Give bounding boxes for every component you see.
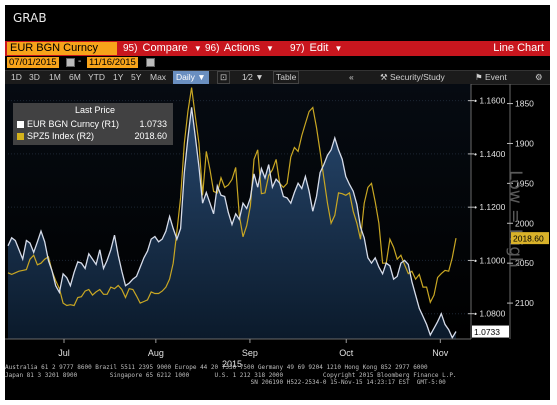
legend-value-spz5: 2018.60	[134, 131, 167, 141]
x-axis: Jul Aug Sep Oct Nov 2015	[5, 338, 471, 369]
x-tick-label-1: Aug	[148, 348, 164, 358]
view-type-label[interactable]: Line Chart	[493, 42, 544, 54]
window-title: GRAB	[13, 11, 47, 25]
last-price-box-spz5	[511, 232, 549, 245]
bloomberg-terminal-window: GRAB EUR BGN Curncy 95) Compare ▼ 96) Ac…	[5, 5, 550, 400]
range-ytd[interactable]: YTD	[88, 72, 105, 82]
r2-tick-label-5: 2100	[515, 298, 534, 308]
chevron-down-icon: ▼	[266, 44, 274, 53]
start-date-field[interactable]: 07/01/2015	[7, 57, 59, 68]
command-bar	[5, 41, 550, 56]
x-year-label: 2015	[222, 359, 242, 369]
end-date-field[interactable]: 11/16/2015	[87, 57, 138, 68]
r2-tick-label-4: 2050	[515, 258, 534, 268]
range-6m[interactable]: 6M	[69, 72, 81, 82]
chevron-down-icon: ▼	[193, 44, 202, 53]
r2-tick-label-3: 2000	[515, 218, 534, 228]
legend-swatch-eur	[17, 121, 24, 129]
actions-menu[interactable]: 96) Actions ▼	[205, 41, 274, 56]
r2-tick-label-0: 1850	[515, 99, 534, 109]
last-price-labels: 1.0733 2018.60	[472, 232, 549, 338]
eur-bgn-line	[7, 107, 457, 340]
legend-label-eur: EUR BGN Curncy (R1)	[27, 119, 120, 129]
actions-number: 96)	[205, 43, 220, 54]
range-3d[interactable]: 3D	[29, 72, 40, 82]
actions-label: Actions	[223, 42, 260, 54]
ticker-input[interactable]: EUR BGN Curncy	[7, 42, 117, 55]
legend-row-eur: EUR BGN Curncy (R1) 1.0733	[17, 119, 167, 129]
security-study-button[interactable]: ⚒ Security/Study	[380, 71, 445, 84]
chevron-down-icon: ▼	[334, 44, 343, 53]
x-tick-label-3: Oct	[339, 348, 354, 358]
spz5-line	[7, 87, 457, 307]
calendar-icon[interactable]	[66, 58, 75, 67]
date-separator: -	[78, 56, 82, 67]
range-1m[interactable]: 1M	[49, 72, 61, 82]
legend-row-spz5: SPZ5 Index (R2) 2018.60	[17, 131, 167, 141]
event-button[interactable]: ⚑ Event	[475, 71, 507, 84]
ruler-icon: ⚒	[380, 72, 388, 82]
compare-label: Compare	[142, 42, 188, 54]
range-1y[interactable]: 1Y	[113, 72, 124, 82]
period-select[interactable]: Daily ▼	[173, 71, 209, 84]
x-tick-label-4: Nov	[432, 348, 449, 358]
x-tick-label-2: Sep	[242, 348, 258, 358]
last-price-box-eur	[472, 325, 509, 338]
edit-label: Edit	[309, 42, 329, 54]
last-price-text-spz5: 2018.60	[513, 234, 544, 244]
chart-toolbar: 1D 3D 1M 6M YTD 1Y 5Y Max Daily ▼ ⊡ 1⁄2 …	[5, 70, 550, 85]
r1-tick-label-1: • 1.1400	[474, 149, 506, 159]
range-5y[interactable]: 5Y	[131, 72, 142, 82]
price-chart[interactable]: • 1.1600 • 1.1400 • 1.1200 • 1.1000 • 1.0800…	[5, 84, 550, 369]
compare-number: 95)	[123, 43, 138, 54]
x-tick-label-0: Jul	[58, 348, 70, 358]
calendar-icon[interactable]	[146, 58, 155, 67]
footer-line-2: Japan 81 3 3201 8900 Singapore 65 6212 1…	[5, 371, 457, 379]
edit-number: 97)	[290, 43, 305, 54]
range-1d[interactable]: 1D	[11, 72, 22, 82]
settings-gear-icon[interactable]: ⚙	[535, 72, 543, 82]
edit-menu[interactable]: 97) Edit ▼	[290, 41, 342, 56]
r1-tick-label-0: • 1.1600	[474, 96, 506, 106]
legend-panel: Last Price EUR BGN Curncy (R1) 1.0733 SP…	[13, 103, 173, 145]
table-button[interactable]: Table	[273, 71, 300, 84]
legend-label-spz5: SPZ5 Index (R2)	[27, 131, 95, 141]
r1-tick-label-2: • 1.1200	[474, 202, 506, 212]
period-label: Daily	[176, 72, 195, 82]
compare-menu[interactable]: 95) Compare ▼	[123, 41, 202, 56]
legend-value-eur: 1.0733	[139, 119, 167, 129]
event-label: Event	[485, 72, 507, 82]
range-max[interactable]: Max	[150, 72, 167, 82]
footer-line-3: SN 206190 H522-2534-0 15-Nov-15 14:23:17…	[5, 379, 446, 386]
last-price-text-eur: 1.0733	[474, 327, 500, 337]
study-count-select[interactable]: 1⁄2 ▼	[242, 72, 264, 82]
r1-tick-label-4: • 1.0800	[474, 309, 506, 319]
eur-bgn-area	[8, 107, 456, 339]
security-study-label: Security/Study	[390, 72, 445, 82]
r1-tick-label-3: • 1.1000	[474, 255, 506, 265]
flag-icon: ⚑	[475, 72, 483, 82]
footer-line-1: Australia 61 2 9777 8600 Brazil 5511 239…	[5, 364, 428, 371]
r2-axis: 1850 1900 1950 2000 2050 2100	[507, 84, 534, 339]
footer-contacts: Australia 61 2 9777 8600 Brazil 5511 239…	[5, 364, 550, 387]
chart-style-icon[interactable]: ⊡	[217, 71, 231, 84]
r2-tick-label-2: 1950	[515, 178, 534, 188]
nav-back-button[interactable]: «	[349, 72, 354, 82]
r1-axis: • 1.1600 • 1.1400 • 1.1200 • 1.1000 • 1.0800	[468, 84, 506, 339]
watermark-text: Low = High	[505, 170, 525, 268]
legend-swatch-spz5	[17, 133, 24, 141]
r2-tick-label-1: 1900	[515, 138, 534, 148]
legend-header: Last Price	[75, 105, 116, 115]
